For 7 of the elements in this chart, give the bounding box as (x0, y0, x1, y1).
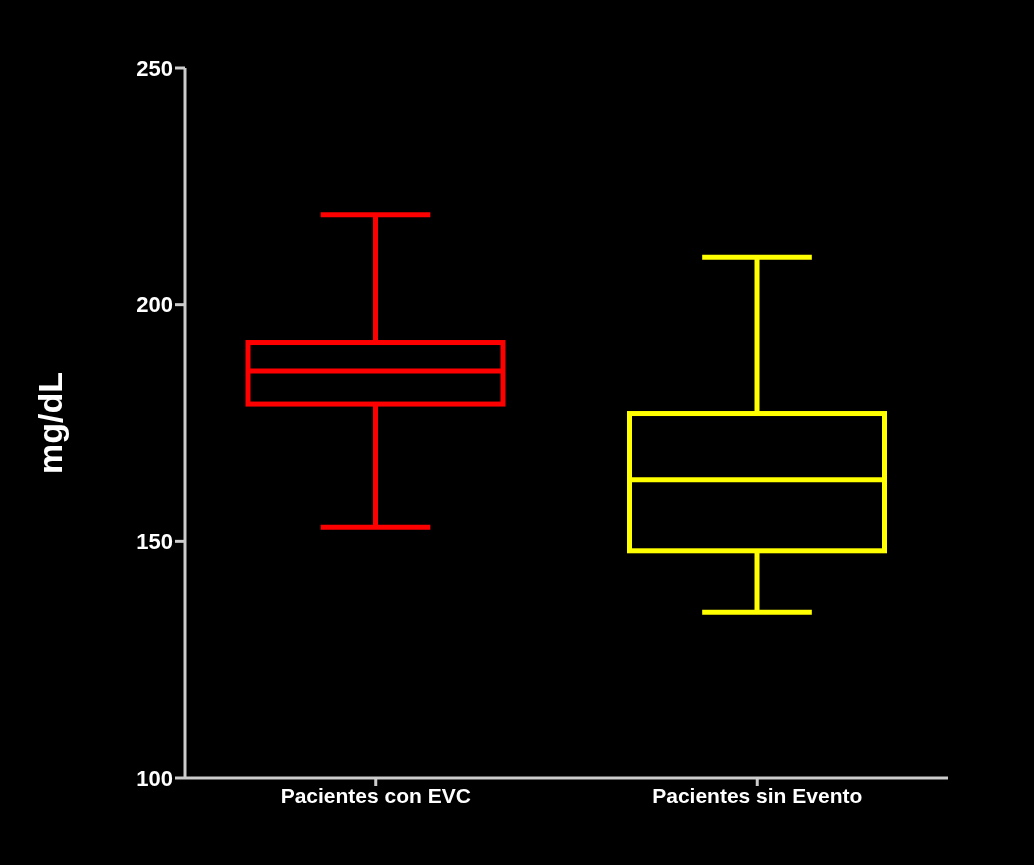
y-tick-label: 250 (136, 55, 173, 81)
y-axis-title: mg/dL (31, 372, 70, 474)
y-tick-label: 200 (136, 292, 173, 318)
x-tick-label: Pacientes con EVC (280, 783, 471, 807)
y-tick-label: 150 (136, 529, 173, 555)
y-tick-label: 100 (136, 765, 173, 791)
x-tick-label: Pacientes sin Evento (652, 783, 863, 807)
